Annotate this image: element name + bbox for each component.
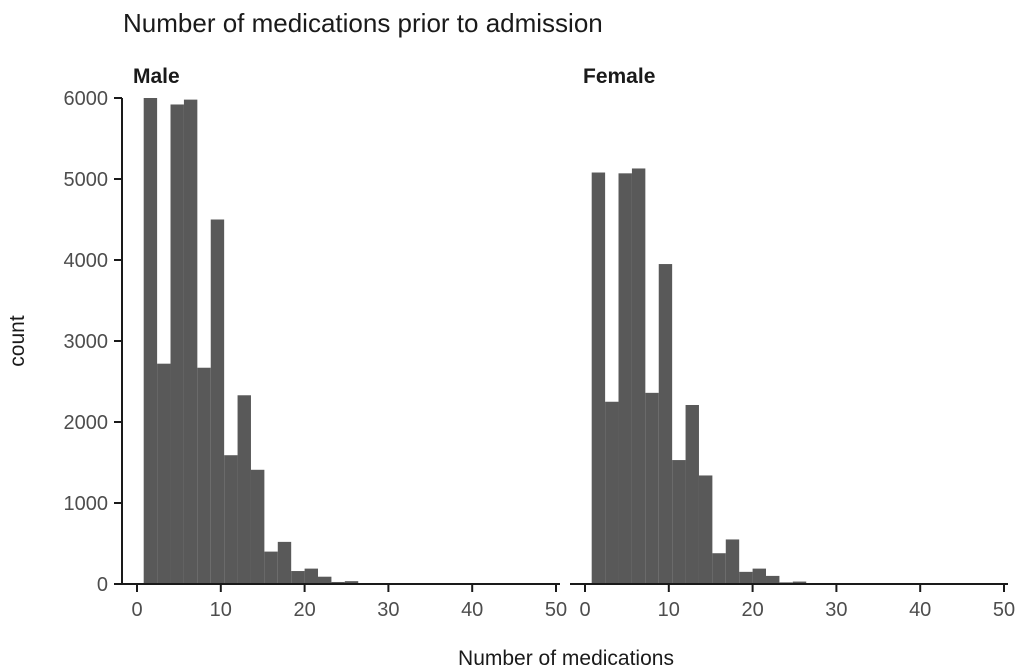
y-axis-title: count [6, 315, 29, 367]
histogram-bar [277, 541, 292, 584]
histogram-bar [685, 404, 699, 584]
histogram-bar [224, 455, 238, 584]
histogram-bar [318, 576, 332, 584]
histogram-bar [645, 392, 659, 584]
x-tick-label: 40 [909, 599, 931, 621]
histogram-bar [250, 469, 265, 584]
x-tick-label: 0 [579, 599, 590, 621]
x-tick-label: 20 [741, 599, 763, 621]
histogram-bar [143, 98, 158, 584]
panel-label: Male [133, 65, 180, 88]
histogram-bar [618, 173, 632, 584]
chart-title: Number of medications prior to admission [123, 8, 603, 38]
x-tick-label: 50 [993, 599, 1015, 621]
x-tick-label: 0 [131, 599, 142, 621]
histogram-bar [331, 581, 345, 584]
histogram-bar [766, 575, 780, 584]
y-tick-label: 1000 [64, 493, 109, 515]
x-tick-label: 10 [658, 599, 680, 621]
histogram-bar [591, 172, 606, 584]
y-tick-label: 6000 [64, 88, 109, 110]
histogram-bar [672, 460, 686, 584]
histogram-bar [725, 539, 740, 584]
histogram-bar [170, 104, 184, 584]
histogram-bar [304, 568, 319, 584]
histogram-bar [197, 367, 211, 584]
histogram-bar [157, 363, 171, 584]
histogram-bar [291, 571, 305, 584]
histogram-bar [792, 581, 807, 584]
x-tick-label: 50 [545, 599, 567, 621]
panels: Male 0 10 20 30 40 50 0 1000 2000 3000 4000 5000 6000… [64, 65, 1016, 621]
histogram-bar [605, 401, 619, 584]
histogram-bar [752, 568, 767, 584]
panel-female: Female 0 10 20 30 40 50 [570, 65, 1015, 621]
x-tick-label: 30 [825, 599, 847, 621]
x-tick-label: 40 [461, 599, 483, 621]
y-tick-label: 5000 [64, 169, 109, 191]
histogram-bar [344, 581, 359, 584]
x-tick-label: 20 [293, 599, 315, 621]
panel-male: Male 0 10 20 30 40 50 0 1000 2000 3000 4000 5000 6000 [64, 65, 568, 621]
histogram-bar [210, 219, 225, 584]
histogram-bar [237, 395, 251, 584]
histogram-bar [658, 264, 673, 584]
x-tick-label: 10 [210, 599, 232, 621]
y-tick-label: 3000 [64, 331, 109, 353]
x-tick-label: 30 [377, 599, 399, 621]
histogram-bar [698, 475, 713, 584]
y-tick-label: 2000 [64, 412, 109, 434]
histogram-bar [739, 571, 753, 584]
histogram-bar [712, 553, 726, 584]
x-axis-title: Number of medications [458, 647, 674, 670]
histogram-bar [183, 99, 198, 585]
y-tick-label: 4000 [64, 250, 109, 272]
histogram-bar [631, 168, 646, 584]
panel-label: Female [583, 65, 655, 88]
y-tick-label: 0 [97, 574, 108, 596]
histogram-bar [264, 551, 278, 584]
